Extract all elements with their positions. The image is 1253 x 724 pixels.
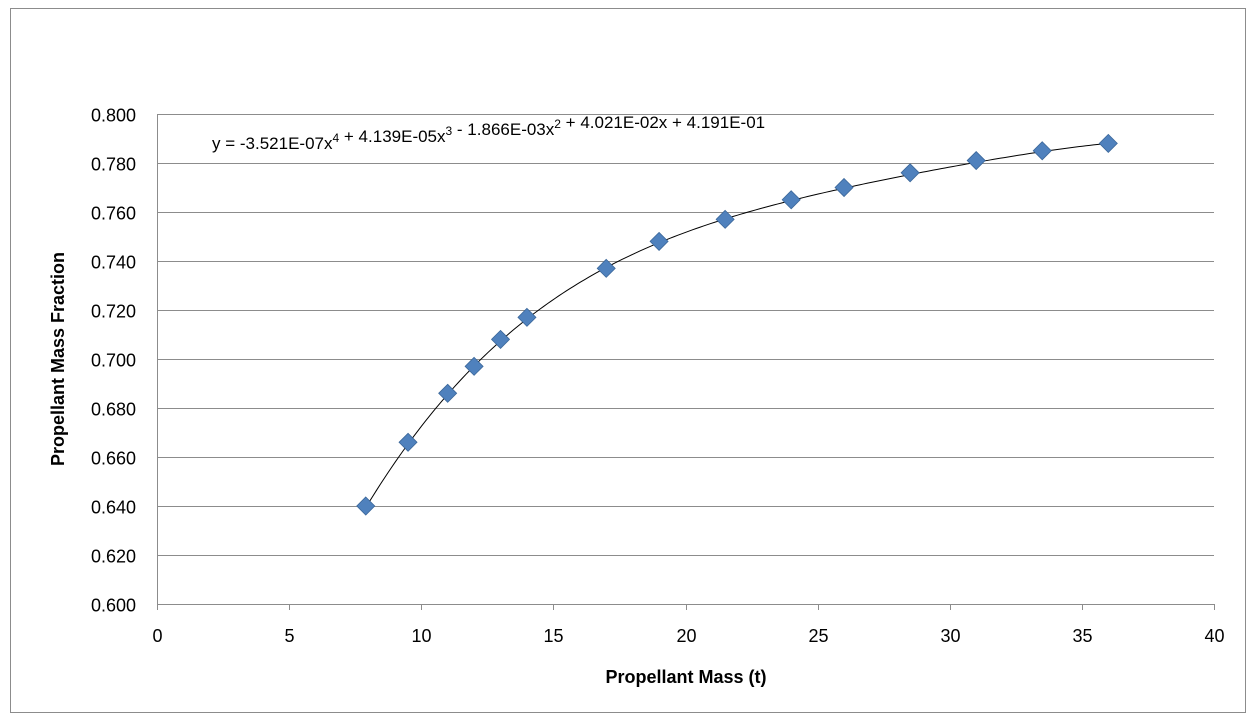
y-tick-label: 0.780 xyxy=(91,155,136,175)
data-point xyxy=(1098,133,1118,153)
data-point xyxy=(398,432,418,452)
data-point xyxy=(781,190,801,210)
data-point xyxy=(966,150,986,171)
y-tick-label: 0.660 xyxy=(91,449,136,469)
x-tick-label: 5 xyxy=(284,626,294,646)
data-point xyxy=(464,356,484,376)
equation-exponent: 3 xyxy=(446,124,453,138)
axes xyxy=(157,114,1214,605)
x-tick-label: 35 xyxy=(1072,626,1092,646)
x-tick-label: 40 xyxy=(1204,626,1224,646)
y-tick-label: 0.760 xyxy=(91,204,136,224)
data-point xyxy=(490,329,511,349)
x-axis-label: Propellant Mass (t) xyxy=(605,667,766,687)
x-tick-label: 30 xyxy=(940,626,960,646)
data-point xyxy=(715,209,735,229)
x-tick-label: 15 xyxy=(543,626,563,646)
data-point xyxy=(649,231,669,251)
trendline-equation: y = -3.521E-07x4 + 4.139E-05x3 - 1.866E-… xyxy=(212,113,765,153)
y-tick-label: 0.740 xyxy=(91,253,136,273)
equation-exponent: 2 xyxy=(554,117,561,131)
equation-exponent: 4 xyxy=(333,131,340,145)
data-point xyxy=(438,383,458,403)
data-point xyxy=(1032,141,1052,161)
y-tick-labels: 0.600 0.620 0.640 0.660 0.680 0.700 0.720 0.740… xyxy=(91,106,136,616)
data-point xyxy=(900,163,920,183)
data-point xyxy=(517,307,537,327)
equation-term: + 4.139E-05x xyxy=(339,127,446,146)
x-tick-label: 0 xyxy=(152,626,162,646)
data-point xyxy=(356,496,376,516)
y-tick-label: 0.680 xyxy=(91,400,136,420)
equation-term: + 4.021E-02x + 4.191E-01 xyxy=(561,113,765,132)
data-points xyxy=(356,133,1118,516)
data-point xyxy=(596,258,616,278)
x-tick-label: 25 xyxy=(808,626,828,646)
data-point xyxy=(834,177,854,198)
y-tick-label: 0.600 xyxy=(91,596,136,616)
y-axis-label: Propellant Mass Fraction xyxy=(48,252,68,466)
y-tick-label: 0.800 xyxy=(91,106,136,126)
equation-term: - 1.866E-03x xyxy=(452,120,555,139)
x-tick-label: 20 xyxy=(676,626,696,646)
chart-border xyxy=(10,8,1246,713)
x-tick-label: 10 xyxy=(411,626,431,646)
x-tick-labels: 0 5 10 15 20 25 30 35 40 xyxy=(152,604,1225,646)
y-tick-label: 0.620 xyxy=(91,547,136,567)
y-tick-label: 0.640 xyxy=(91,498,136,518)
equation-term: y = -3.521E-07x xyxy=(212,134,333,153)
y-tick-label: 0.700 xyxy=(91,351,136,371)
y-tick-label: 0.720 xyxy=(91,302,136,322)
gridlines xyxy=(157,114,1214,556)
